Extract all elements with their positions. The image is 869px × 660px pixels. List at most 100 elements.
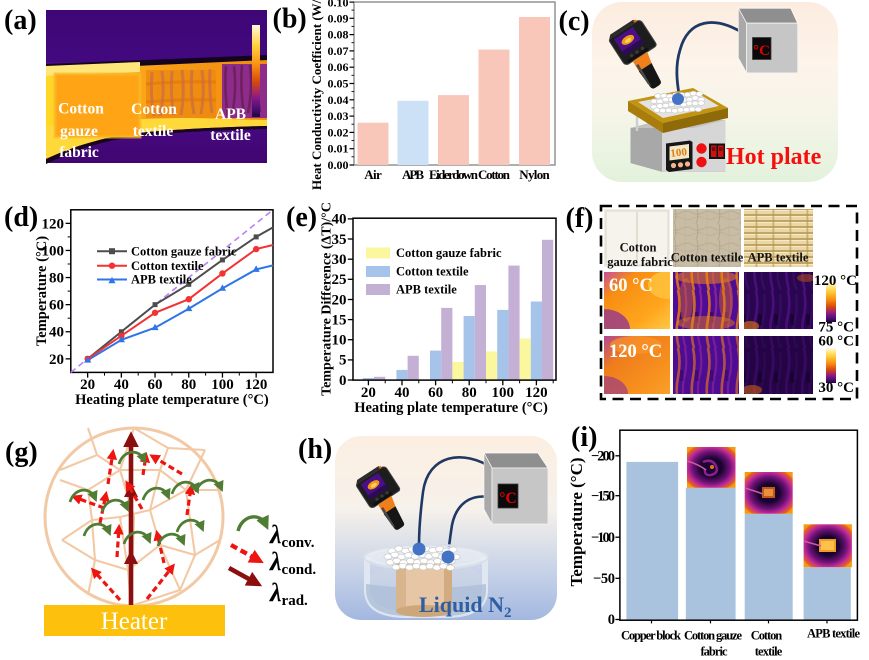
svg-text:20: 20 bbox=[49, 352, 64, 368]
svg-text:(a): (a) bbox=[4, 5, 37, 36]
svg-text:60: 60 bbox=[428, 385, 443, 401]
svg-text:Temperature (°C): Temperature (°C) bbox=[34, 236, 50, 346]
svg-text:−200: −200 bbox=[591, 449, 615, 465]
svg-text:λrad.: λrad. bbox=[269, 578, 308, 609]
svg-text:Cotton gauze: Cotton gauze bbox=[684, 629, 742, 643]
svg-text:Cotton: Cotton bbox=[620, 241, 657, 255]
svg-text:60: 60 bbox=[49, 298, 64, 314]
svg-text:0.04: 0.04 bbox=[328, 93, 349, 107]
svg-text:60 °C: 60 °C bbox=[818, 334, 854, 350]
svg-text:40: 40 bbox=[395, 385, 410, 401]
svg-text:40: 40 bbox=[114, 377, 129, 393]
svg-text:λconv.: λconv. bbox=[269, 520, 315, 551]
svg-text:APB textile: APB textile bbox=[807, 627, 860, 641]
svg-text:0.08: 0.08 bbox=[328, 28, 349, 42]
svg-text:°C: °C bbox=[499, 490, 516, 507]
svg-text:120: 120 bbox=[245, 377, 268, 393]
svg-text:Nylon: Nylon bbox=[519, 167, 550, 182]
svg-text:120 °C: 120 °C bbox=[814, 273, 857, 289]
svg-text:0.06: 0.06 bbox=[328, 60, 349, 74]
svg-text:Hot plate: Hot plate bbox=[726, 144, 822, 170]
svg-text:100: 100 bbox=[211, 377, 234, 393]
svg-text:(c): (c) bbox=[559, 6, 590, 37]
svg-text:APB: APB bbox=[402, 167, 424, 182]
svg-text:(g): (g) bbox=[5, 437, 38, 468]
svg-text:20: 20 bbox=[80, 377, 95, 393]
svg-text:APB textile: APB textile bbox=[131, 273, 192, 287]
svg-text:Liquid N2: Liquid N2 bbox=[419, 592, 512, 621]
svg-text:120: 120 bbox=[525, 385, 548, 401]
svg-text:120 °C: 120 °C bbox=[609, 342, 662, 362]
svg-text:Air: Air bbox=[364, 167, 382, 182]
svg-text:Cotton: Cotton bbox=[751, 629, 783, 643]
svg-text:(h): (h) bbox=[298, 434, 332, 465]
svg-text:40: 40 bbox=[49, 325, 64, 341]
svg-text:APB textile: APB textile bbox=[748, 251, 809, 265]
svg-text:0: 0 bbox=[339, 373, 347, 389]
svg-text:20: 20 bbox=[361, 385, 376, 401]
svg-text:0.00: 0.00 bbox=[328, 158, 349, 172]
svg-text:60: 60 bbox=[148, 377, 163, 393]
svg-text:−150: −150 bbox=[591, 488, 615, 504]
svg-text:(b): (b) bbox=[273, 4, 307, 35]
svg-text:Temperature Difference (ΔT)/°C: Temperature Difference (ΔT)/°C bbox=[320, 202, 335, 396]
svg-text:λcond.: λcond. bbox=[269, 547, 316, 578]
svg-text:Temperature (°C): Temperature (°C) bbox=[567, 457, 586, 586]
svg-text:25: 25 bbox=[332, 272, 347, 288]
svg-text:Eiderdown: Eiderdown bbox=[429, 167, 479, 182]
svg-text:gauze fabric: gauze fabric bbox=[607, 255, 673, 269]
svg-text:−100: −100 bbox=[591, 530, 615, 546]
svg-text:Cotton: Cotton bbox=[58, 101, 104, 118]
svg-text:textile: textile bbox=[133, 123, 174, 140]
svg-text:fabric: fabric bbox=[59, 144, 99, 161]
svg-text:60 °C: 60 °C bbox=[609, 276, 653, 296]
svg-text:textile: textile bbox=[210, 127, 251, 144]
svg-text:20: 20 bbox=[332, 292, 347, 308]
svg-text:0.07: 0.07 bbox=[328, 44, 349, 58]
svg-text:textile: textile bbox=[755, 645, 783, 659]
svg-text:30 °C: 30 °C bbox=[818, 380, 854, 396]
svg-text:80: 80 bbox=[462, 385, 477, 401]
svg-text:°C: °C bbox=[753, 43, 770, 59]
svg-text:100: 100 bbox=[492, 385, 515, 401]
svg-text:80: 80 bbox=[49, 271, 64, 287]
svg-text:APB: APB bbox=[215, 106, 246, 123]
svg-text:0.01: 0.01 bbox=[328, 142, 349, 156]
svg-text:30: 30 bbox=[332, 252, 347, 268]
svg-text:0.10: 0.10 bbox=[328, 0, 349, 9]
svg-text:(e): (e) bbox=[286, 202, 317, 233]
svg-text:0.09: 0.09 bbox=[328, 11, 349, 25]
svg-text:15: 15 bbox=[332, 312, 347, 328]
svg-text:5: 5 bbox=[339, 353, 347, 369]
svg-text:Cotton gauze fabric: Cotton gauze fabric bbox=[131, 244, 237, 258]
svg-text:0.03: 0.03 bbox=[328, 109, 349, 123]
svg-text:Cotton: Cotton bbox=[478, 167, 511, 182]
svg-text:Heating plate temperature (°C: Heating plate temperature (°C) bbox=[354, 400, 548, 416]
svg-text:35: 35 bbox=[332, 232, 347, 248]
svg-text:Cotton: Cotton bbox=[131, 101, 177, 118]
svg-text:−50: −50 bbox=[593, 571, 615, 587]
svg-text:0.02: 0.02 bbox=[328, 125, 349, 139]
svg-text:100: 100 bbox=[42, 243, 65, 259]
svg-text:(f): (f) bbox=[566, 203, 594, 234]
svg-text:0: 0 bbox=[608, 612, 615, 628]
svg-text:APB textile: APB textile bbox=[396, 283, 457, 297]
svg-text:40: 40 bbox=[332, 212, 347, 228]
svg-text:75 °C: 75 °C bbox=[818, 320, 854, 336]
svg-text:Cotton textile: Cotton textile bbox=[396, 265, 469, 279]
svg-text:(i): (i) bbox=[571, 422, 597, 453]
svg-text:gauze: gauze bbox=[60, 123, 98, 140]
svg-text:(d): (d) bbox=[4, 202, 38, 233]
svg-text:10: 10 bbox=[332, 333, 347, 349]
svg-text:Cotton textile: Cotton textile bbox=[671, 251, 744, 265]
svg-text:Copper block: Copper block bbox=[621, 629, 681, 643]
svg-text:80: 80 bbox=[181, 377, 196, 393]
svg-text:fabric: fabric bbox=[701, 645, 728, 659]
svg-text:120: 120 bbox=[42, 216, 65, 232]
svg-text:Heat Conductivity Coefficient: Heat Conductivity Coefficient (W/(m·K)) bbox=[309, 0, 324, 190]
svg-text:Heating plate temperature (°C): Heating plate temperature (°C) bbox=[75, 392, 269, 408]
svg-text:Heater: Heater bbox=[101, 608, 168, 635]
svg-text:0.05: 0.05 bbox=[328, 77, 349, 91]
svg-text:Cotton textile: Cotton textile bbox=[131, 259, 204, 273]
svg-text:100: 100 bbox=[670, 146, 688, 160]
